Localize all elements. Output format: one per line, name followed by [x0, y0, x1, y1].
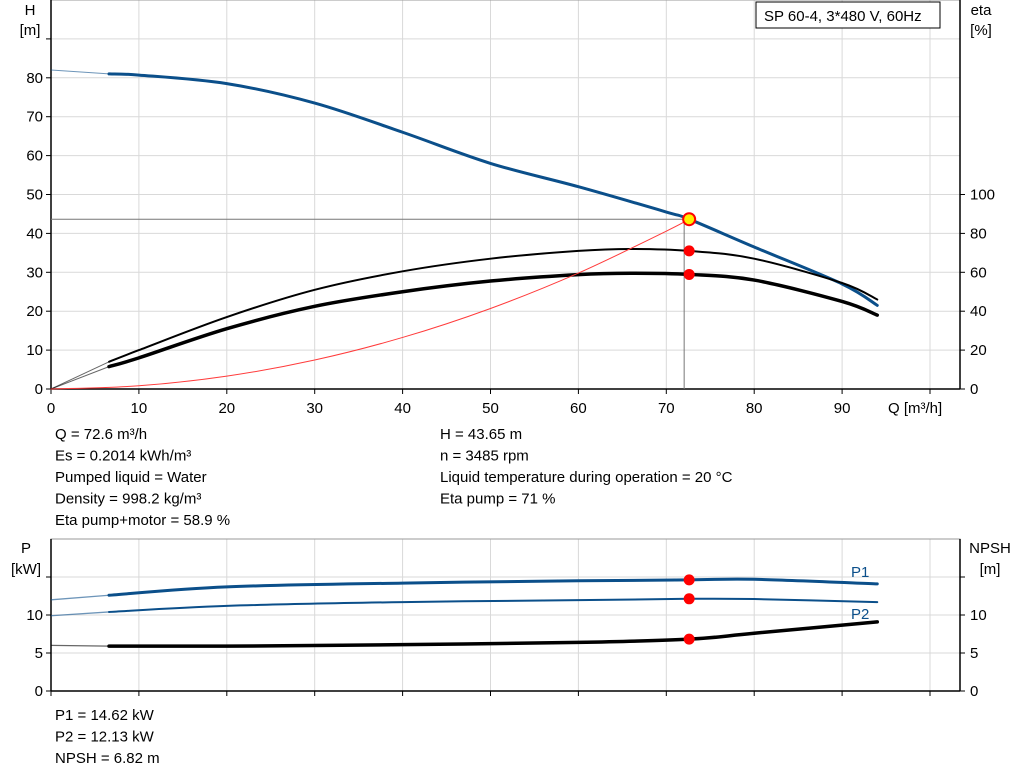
info-line: n = 3485 rpm — [440, 448, 529, 465]
x-tick-label: 0 — [47, 400, 55, 417]
y2-tick-label: 0 — [970, 683, 978, 700]
y-axis-label-h: H — [25, 2, 36, 19]
y2-tick-label: 10 — [970, 607, 987, 624]
eta-pump-motor-curve — [107, 271, 880, 369]
x-tick-label: 20 — [218, 400, 235, 417]
y-tick-label: 0 — [35, 381, 43, 398]
p1-duty-point — [683, 574, 695, 586]
y-tick-label: 10 — [26, 342, 43, 359]
eta-pump-duty-point — [683, 245, 695, 257]
y-tick-label: 20 — [26, 303, 43, 320]
x-tick-label: 70 — [658, 400, 675, 417]
y-tick-label: 80 — [26, 70, 43, 87]
y2-tick-label: 0 — [970, 381, 978, 398]
y-tick-label: 70 — [26, 109, 43, 126]
operating-info: Q = 72.6 m³/h Es = 0.2014 kWh/m³ Pumped li… — [55, 426, 733, 767]
y2-tick-label: 40 — [970, 303, 987, 320]
legend-box: SP 60-4, 3*480 V, 60Hz — [755, 1, 941, 29]
npsh-duty-point — [683, 633, 695, 645]
info-line: Density = 998.2 kg/m³ — [55, 491, 201, 508]
x-tick-label: 60 — [570, 400, 587, 417]
y2-axis-unit-eta: [%] — [970, 22, 992, 39]
power-npsh-chart: 0 5 10 0 5 10 — [26, 538, 987, 700]
info-line: Q = 72.6 m³/h — [55, 426, 147, 443]
y-axis-unit-p: [kW] — [11, 561, 41, 578]
info-line: Es = 0.2014 kWh/m³ — [55, 448, 191, 465]
x-tick-label: 80 — [746, 400, 763, 417]
x-tick-label: 90 — [834, 400, 851, 417]
y-tick-label: 50 — [26, 187, 43, 204]
system-curve-curve — [50, 218, 690, 390]
y-tick-label: 40 — [26, 225, 43, 242]
x-tick-label: 40 — [394, 400, 411, 417]
eta-pump-motor-duty-point — [683, 268, 695, 280]
y-tick-label: 5 — [35, 645, 43, 662]
y2-axis-unit-npsh: [m] — [980, 561, 1001, 578]
p2-duty-point — [683, 593, 695, 605]
y-axis-label-p: P — [21, 540, 31, 557]
x-tick-label: 30 — [306, 400, 323, 417]
info-line: Pumped liquid = Water — [55, 469, 207, 486]
eta-pump-motor-extension — [50, 366, 110, 390]
info-line: Liquid temperature during operation = 20… — [440, 469, 733, 486]
y2-tick-label: 60 — [970, 264, 987, 281]
y2-tick-label: 80 — [970, 225, 987, 242]
eta-pump-extension — [50, 361, 110, 390]
y-tick-label: 60 — [26, 148, 43, 165]
info-line: P1 = 14.62 kW — [55, 707, 155, 724]
head-extension — [50, 69, 110, 75]
series-label-p2: P2 — [851, 606, 869, 623]
head-eta-chart: 0 10 20 30 40 50 60 70 80 0 20 40 60 80 100 0 10 20 30 40 50… — [26, 0, 995, 417]
info-line: NPSH = 6.82 m — [55, 750, 160, 767]
y-tick-label: 30 — [26, 264, 43, 281]
P2-curve — [108, 597, 879, 613]
P1-extension — [50, 594, 110, 601]
y-tick-label: 10 — [26, 607, 43, 624]
x-tick-label: 10 — [131, 400, 148, 417]
y2-tick-label: 100 — [970, 187, 995, 204]
info-line: Eta pump = 71 % — [440, 491, 556, 508]
y2-axis-label-npsh: NPSH — [969, 540, 1011, 557]
P2-extension — [50, 611, 110, 617]
y2-tick-label: 5 — [970, 645, 978, 662]
y-tick-label: 0 — [35, 683, 43, 700]
NPSH-curve — [107, 620, 880, 649]
series-label-p1: P1 — [851, 564, 869, 581]
legend-text: SP 60-4, 3*480 V, 60Hz — [764, 8, 922, 25]
info-line: P2 = 12.13 kW — [55, 729, 155, 746]
eta-pump-curve — [108, 247, 879, 363]
NPSH-extension — [50, 644, 110, 647]
info-line: Eta pump+motor = 58.9 % — [55, 512, 230, 529]
y-axis-unit-h: [m] — [20, 22, 41, 39]
y2-tick-label: 20 — [970, 342, 987, 359]
head-curve — [107, 72, 879, 307]
head-duty-point — [682, 212, 697, 227]
info-line: H = 43.65 m — [440, 426, 522, 443]
P1-curve — [107, 577, 879, 597]
x-axis-label: Q [m³/h] — [888, 400, 942, 417]
x-tick-label: 50 — [482, 400, 499, 417]
y2-axis-label-eta: eta — [971, 2, 993, 19]
